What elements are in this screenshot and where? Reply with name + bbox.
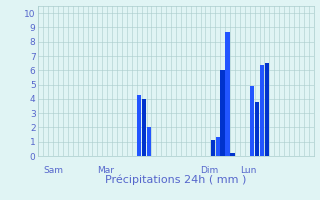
Text: Dim: Dim — [201, 166, 219, 175]
Text: Lun: Lun — [240, 166, 256, 175]
Bar — [250, 86, 254, 156]
Bar — [211, 140, 215, 156]
Bar — [255, 102, 259, 156]
Bar — [137, 95, 141, 156]
Bar — [147, 127, 151, 156]
Bar — [260, 65, 264, 156]
Bar — [142, 99, 146, 156]
Bar — [225, 32, 230, 156]
Text: Mar: Mar — [97, 166, 114, 175]
Bar — [216, 137, 220, 156]
Bar — [230, 153, 235, 156]
Bar — [220, 70, 225, 156]
X-axis label: Précipitations 24h ( mm ): Précipitations 24h ( mm ) — [105, 175, 247, 185]
Text: Sam: Sam — [43, 166, 63, 175]
Bar — [265, 63, 269, 156]
